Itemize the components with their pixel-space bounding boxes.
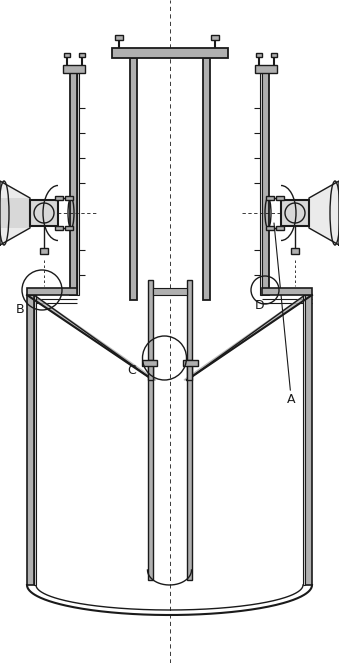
Bar xyxy=(211,35,219,40)
Polygon shape xyxy=(27,295,156,380)
Bar xyxy=(187,360,192,380)
Bar xyxy=(291,248,299,254)
Text: C: C xyxy=(127,364,136,377)
Polygon shape xyxy=(0,181,30,245)
Bar xyxy=(276,196,284,200)
Bar xyxy=(70,73,77,295)
Bar xyxy=(148,360,153,380)
Text: D: D xyxy=(255,299,265,312)
Bar xyxy=(79,53,85,57)
Bar xyxy=(266,196,274,200)
Bar xyxy=(55,196,63,200)
Bar xyxy=(271,53,277,57)
Bar xyxy=(65,196,73,200)
Polygon shape xyxy=(309,181,339,245)
Bar xyxy=(262,288,312,295)
Bar xyxy=(40,248,48,254)
Bar xyxy=(305,295,312,585)
Bar xyxy=(63,65,85,73)
Bar xyxy=(27,288,77,295)
Bar xyxy=(303,295,305,585)
Bar xyxy=(256,53,262,57)
Bar xyxy=(64,53,70,57)
Bar xyxy=(30,200,58,226)
Bar xyxy=(276,226,284,230)
Bar xyxy=(142,360,157,366)
Text: B: B xyxy=(16,303,25,316)
Bar xyxy=(148,280,153,580)
Bar xyxy=(281,200,309,226)
Bar xyxy=(255,65,277,73)
Bar xyxy=(187,280,192,580)
Bar xyxy=(34,295,36,585)
Bar xyxy=(183,360,198,366)
Bar xyxy=(130,58,137,300)
Bar xyxy=(77,73,79,295)
Bar xyxy=(0,198,30,228)
Bar xyxy=(260,73,262,295)
Bar xyxy=(153,288,187,295)
Bar xyxy=(65,226,73,230)
Text: A: A xyxy=(274,223,296,406)
Bar xyxy=(115,35,123,40)
Bar xyxy=(262,73,269,295)
Bar xyxy=(112,48,228,58)
Bar xyxy=(55,226,63,230)
Polygon shape xyxy=(184,295,312,380)
Bar xyxy=(203,58,210,300)
Bar xyxy=(27,295,34,585)
Bar xyxy=(266,226,274,230)
